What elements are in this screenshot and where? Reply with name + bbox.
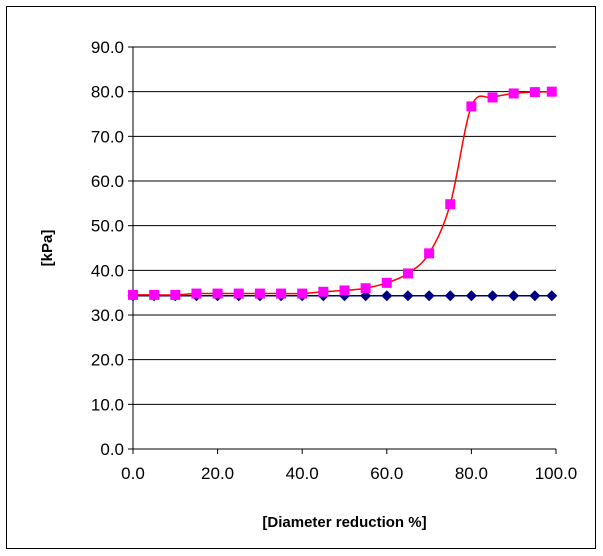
series-2-point-7 — [276, 288, 287, 299]
series-2-point-20 — [546, 86, 557, 97]
x-tick-labels: 0.0 20.0 40.0 60.0 80.0 100.0 — [121, 464, 577, 483]
series-2-point-3 — [191, 288, 202, 299]
series-1-point-19 — [529, 290, 541, 302]
series-2 — [128, 86, 557, 300]
series-2-point-10 — [339, 285, 350, 296]
x-tick-label-0: 0.0 — [121, 464, 145, 483]
x-tick-label-2: 40.0 — [286, 464, 319, 483]
y-tick-label-9: 90.0 — [91, 38, 124, 57]
series-1-point-15 — [444, 290, 456, 302]
series-2-point-1 — [149, 289, 160, 300]
y-tick-label-6: 60.0 — [91, 172, 124, 191]
series-2-point-0 — [128, 289, 138, 300]
series-2-point-12 — [381, 277, 392, 288]
x-tick-label-1: 20.0 — [201, 464, 234, 483]
series-2-point-19 — [529, 87, 540, 98]
series-2-point-8 — [297, 288, 308, 299]
series-2-line — [132, 90, 552, 296]
series-2-point-11 — [360, 283, 371, 294]
y-tick-label-8: 80.0 — [91, 83, 124, 102]
series-2-point-9 — [318, 286, 329, 297]
y-tick-label-1: 10.0 — [91, 395, 124, 414]
y-tick-label-7: 70.0 — [91, 127, 124, 146]
y-tick-label-2: 20.0 — [91, 351, 124, 370]
series-2-point-15 — [445, 199, 456, 210]
series-2-point-18 — [508, 88, 519, 99]
x-tick-label-5: 100.0 — [535, 464, 578, 483]
series-2-point-17 — [487, 92, 498, 103]
grid-lines — [133, 46, 556, 405]
series-1-point-16 — [465, 290, 477, 302]
series-2-point-4 — [212, 288, 223, 299]
series-2-point-16 — [466, 101, 477, 112]
series-1-point-12 — [381, 290, 393, 302]
series-1-point-17 — [487, 290, 499, 302]
series-group — [127, 86, 558, 302]
series-2-point-14 — [424, 248, 435, 259]
y-tick-label-3: 30.0 — [91, 306, 124, 325]
axes — [128, 46, 557, 454]
series-1-point-20 — [546, 290, 558, 302]
series-2-point-5 — [233, 288, 244, 299]
y-tick-label-4: 40.0 — [91, 261, 124, 280]
y-tick-labels: 0.0 10.0 20.0 30.0 40.0 50.0 60.0 70.0 80.0 90.0 — [91, 38, 124, 459]
series-2-point-2 — [170, 289, 181, 300]
y-tick-label-0: 0.0 — [100, 440, 124, 459]
x-axis-title: [Diameter reduction %] — [262, 514, 426, 531]
series-1-point-18 — [508, 290, 520, 302]
x-tick-label-4: 80.0 — [455, 464, 488, 483]
series-1-point-13 — [402, 290, 414, 302]
y-axis-title: [kPa] — [39, 230, 56, 267]
series-1-point-14 — [423, 290, 435, 302]
series-2-point-13 — [402, 268, 413, 279]
series-2-point-6 — [254, 288, 265, 299]
x-tick-label-3: 60.0 — [370, 464, 403, 483]
y-tick-label-5: 50.0 — [91, 217, 124, 236]
